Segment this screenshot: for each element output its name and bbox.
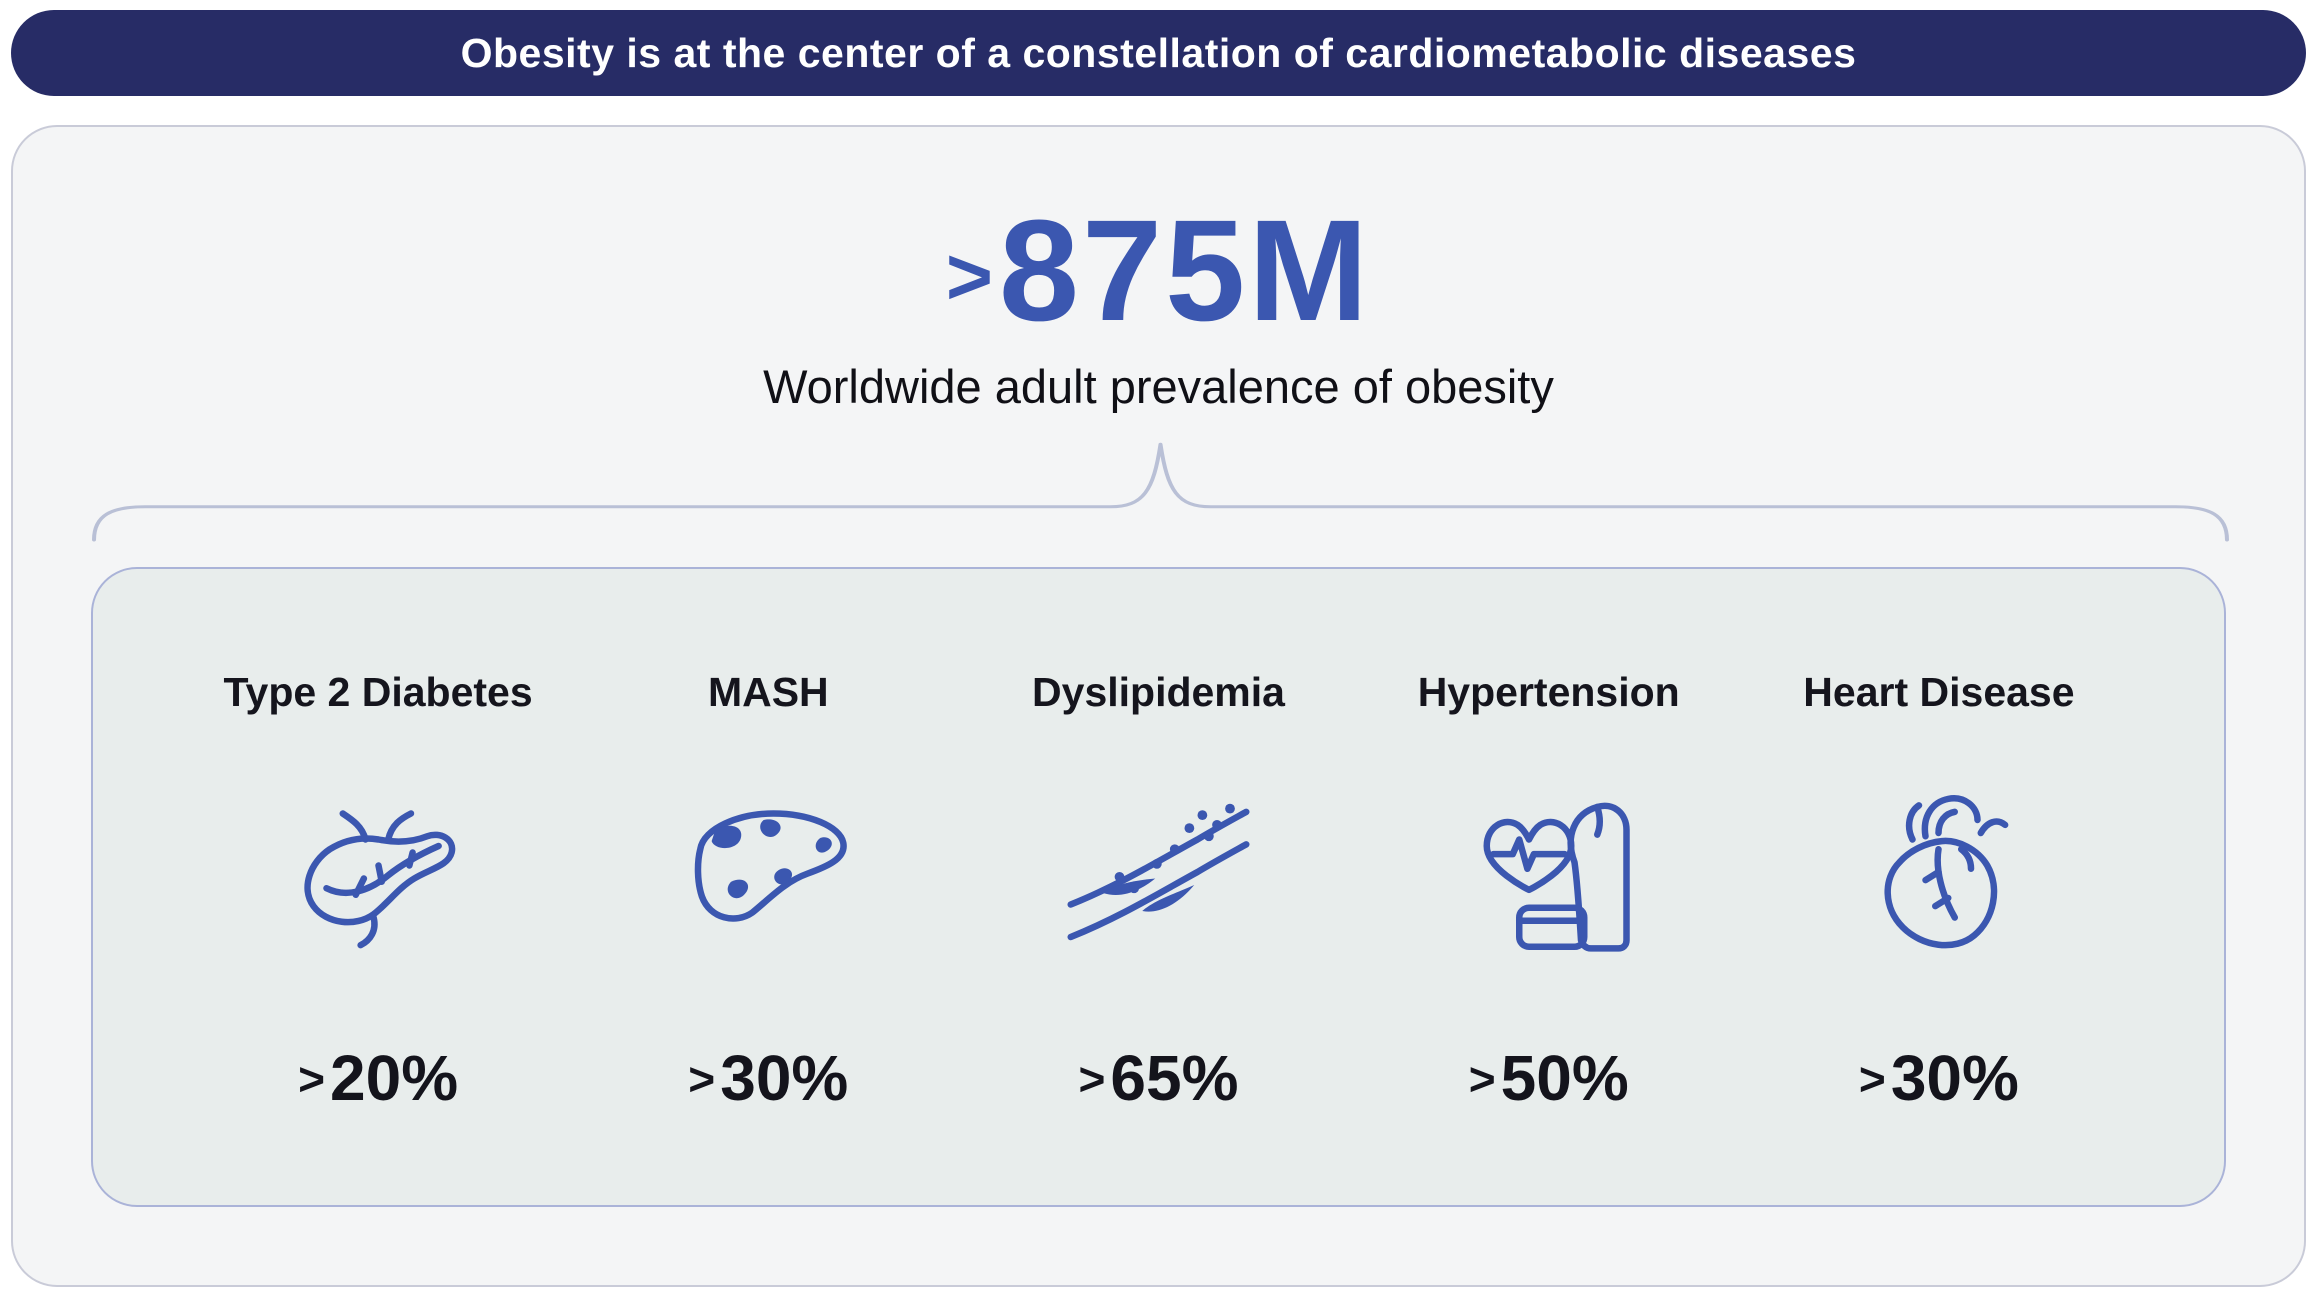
brace-graphic <box>92 442 2229 542</box>
chevron-icon: > <box>1468 1053 1496 1106</box>
banner-title: Obesity is at the center of a constellat… <box>460 29 1857 76</box>
liver-icon <box>671 779 866 979</box>
stat-number: 875M <box>998 190 1372 351</box>
disease-column: Heart Disease >30% <box>1744 669 2134 1115</box>
percent-value: 20% <box>330 1042 459 1114</box>
percent-value: 30% <box>720 1042 849 1114</box>
pancreas-icon <box>281 779 476 979</box>
blood-pressure-icon <box>1451 779 1646 979</box>
disease-value: >20% <box>298 1041 458 1115</box>
heart-icon <box>1841 779 2036 979</box>
disease-value: >30% <box>688 1041 848 1115</box>
disease-value: >65% <box>1079 1041 1239 1115</box>
disease-column: Type 2 Diabetes >20% <box>183 669 573 1115</box>
disease-label: Dyslipidemia <box>1032 669 1285 715</box>
stat-subtitle: Worldwide adult prevalence of obesity <box>763 360 1554 413</box>
chevron-icon: > <box>1858 1053 1886 1106</box>
chevron-icon: > <box>688 1053 716 1106</box>
disease-label: MASH <box>707 669 829 715</box>
diseases-panel: Type 2 Diabetes >20% MASH <box>91 567 2226 1207</box>
disease-column: Hypertension >50% <box>1354 669 1744 1115</box>
chevron-icon: > <box>1078 1053 1106 1106</box>
banner: Obesity is at the center of a constellat… <box>11 10 2306 96</box>
disease-value: >30% <box>1859 1041 2019 1115</box>
chevron-icon: > <box>298 1053 326 1106</box>
disease-label: Type 2 Diabetes <box>223 669 533 715</box>
percent-value: 65% <box>1110 1042 1239 1114</box>
stat-value: >875M <box>13 199 2304 343</box>
percent-value: 30% <box>1890 1042 2019 1114</box>
chevron-icon: > <box>945 231 993 322</box>
disease-value: >50% <box>1469 1041 1629 1115</box>
disease-label: Heart Disease <box>1803 669 2075 715</box>
main-card: >875M Worldwide adult prevalence of obes… <box>11 125 2306 1287</box>
artery-icon <box>1061 779 1256 979</box>
disease-column: Dyslipidemia >65% <box>963 669 1353 1115</box>
percent-value: 50% <box>1500 1042 1629 1114</box>
disease-label: Hypertension <box>1417 669 1680 715</box>
disease-column: MASH >30% <box>573 669 963 1115</box>
stat-block: >875M Worldwide adult prevalence of obes… <box>13 199 2304 414</box>
